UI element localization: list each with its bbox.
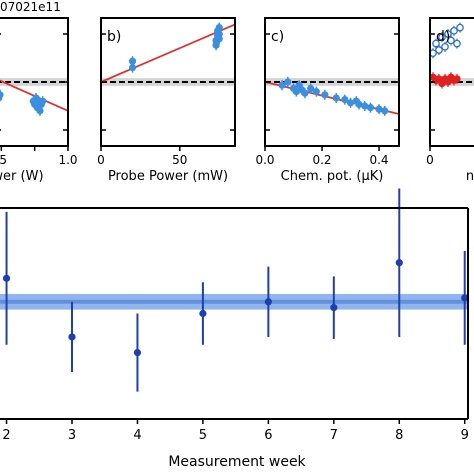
plot-area	[430, 22, 474, 89]
data-point	[432, 39, 440, 48]
x-axis-label: Measurement week	[168, 454, 306, 470]
data-point	[381, 107, 389, 115]
data-point	[330, 304, 338, 312]
plot-area	[0, 78, 68, 116]
data-point	[301, 89, 309, 97]
data-point	[2, 274, 11, 282]
data-point	[321, 91, 329, 99]
x-tick-label: 0	[97, 153, 105, 167]
data-point	[0, 91, 4, 99]
data-point	[461, 294, 469, 302]
data-point	[332, 94, 340, 102]
data-point	[128, 57, 137, 65]
data-point	[341, 96, 349, 104]
plot-area	[101, 22, 235, 86]
data-point	[453, 39, 461, 48]
panel-c: 0.0 0.2 0.4 Chem. pot. (μK) c)	[255, 17, 400, 184]
top-panels: .5 1.0 ower (W) 0 50 Probe Power (mW) b) 0.0 0.2…	[0, 17, 474, 184]
data-point	[450, 26, 458, 35]
data-point	[215, 30, 223, 38]
data-point	[435, 46, 443, 54]
mean-band	[0, 299, 468, 304]
x-tick-label: 9	[461, 428, 469, 443]
x-tick-label: 7	[330, 428, 338, 443]
x-tick-label: 4	[133, 428, 141, 443]
data-point	[430, 49, 437, 58]
data-point	[395, 259, 403, 267]
x-axis-label: Chem. pot. (μK)	[281, 169, 384, 184]
x-axis-label: n	[466, 169, 474, 184]
data-point	[361, 102, 369, 110]
panel-tag: c)	[271, 29, 284, 45]
fit-line	[101, 23, 235, 83]
fit-line	[0, 79, 68, 112]
data-point	[264, 298, 272, 306]
x-axis-label: Probe Power (mW)	[108, 169, 228, 184]
panel-tag: d)	[436, 29, 450, 45]
data-point	[133, 348, 142, 357]
x-tick-label: 6	[264, 428, 272, 443]
data-point	[375, 105, 383, 113]
x-tick-label: 2	[2, 428, 10, 443]
data-point	[453, 75, 461, 83]
data-point	[215, 24, 223, 32]
x-tick-label: 8	[395, 428, 403, 443]
x-tick-label: 0.4	[369, 153, 388, 167]
panel-tag: b)	[107, 29, 121, 45]
data-point	[456, 23, 464, 32]
x-tick-label: 50	[172, 153, 187, 167]
data-point	[278, 81, 286, 89]
header-fragment: 07021e11	[0, 0, 61, 14]
data-point	[438, 33, 446, 42]
x-tick-label: 5	[199, 428, 207, 443]
data-point	[284, 78, 292, 86]
data-point	[312, 88, 320, 96]
panel-d: 0 n d)	[426, 17, 474, 184]
x-tick-label: 3	[68, 428, 76, 443]
data-point	[355, 100, 363, 108]
data-point	[444, 30, 452, 38]
data-point	[441, 42, 449, 51]
x-tick-label: 0	[426, 153, 434, 167]
data-point	[307, 84, 315, 92]
data-point	[447, 36, 455, 45]
x-tick-label: 1.0	[58, 153, 77, 167]
data-point	[292, 88, 300, 96]
data-point	[68, 333, 76, 341]
data-point	[128, 64, 137, 72]
x-tick-label: .5	[0, 153, 7, 167]
panel-a: .5 1.0 ower (W)	[0, 17, 78, 184]
data-point	[39, 97, 47, 105]
panel-b: 0 50 Probe Power (mW) b)	[97, 17, 236, 184]
x-axis-label: ower (W)	[0, 169, 44, 184]
data-point	[199, 309, 207, 318]
data-point	[366, 104, 375, 112]
x-tick-label: 0.2	[312, 153, 331, 167]
data-point	[346, 99, 355, 107]
plot-area	[265, 77, 399, 116]
weekly-panel: 2 3 4 5 6 7 8 9 Measurement week	[0, 188, 469, 470]
x-tick-label: 0.0	[255, 153, 274, 167]
data-point	[36, 107, 44, 115]
